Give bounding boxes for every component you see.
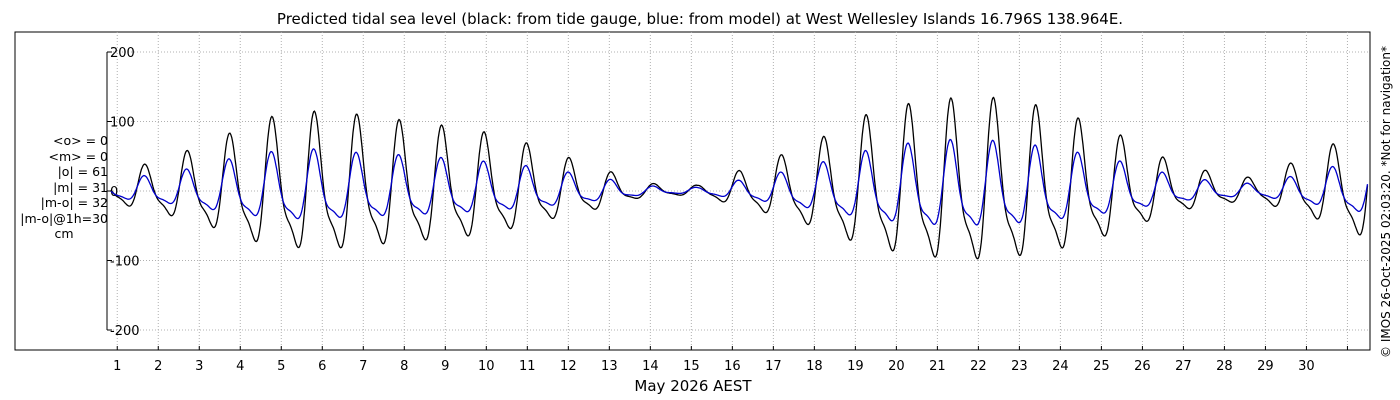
gridlines: [107, 32, 1370, 350]
copyright-text: © IMOS 26-Oct-2025 02:03:20. *Not for na…: [1379, 46, 1393, 358]
stat-abs-difference-1h: |m-o|@1h=30: [20, 210, 108, 226]
x-tick-label: 7: [359, 359, 367, 374]
y-tick-label: 100: [110, 116, 135, 131]
x-axis-label: May 2026 AEST: [634, 377, 752, 395]
stat-abs-model: |m| = 31: [53, 179, 108, 195]
x-tick-label: 14: [642, 359, 659, 374]
y-tick-label: -100: [110, 255, 140, 270]
y-tick-label: 200: [110, 46, 135, 61]
x-ticks: 1 2 3 4 5 6 7 8 9 10 11 12 13 14 15 16 17 18 19 20 21 22 23 24 2…: [113, 346, 1348, 374]
data-series: [110, 96, 1369, 260]
x-tick-label: 15: [683, 359, 700, 374]
x-tick-label: 2: [154, 359, 162, 374]
copyright-notice: © IMOS 26-Oct-2025 02:03:20. *Not for na…: [1377, 22, 1395, 382]
x-tick-label: 26: [1134, 359, 1151, 374]
x-tick-label: 17: [765, 359, 782, 374]
x-tick-label: 1: [113, 359, 121, 374]
x-tick-label: 22: [970, 359, 987, 374]
plot-frame: [14, 31, 1371, 351]
x-tick-label: 5: [277, 359, 285, 374]
x-tick-label: 18: [806, 359, 823, 374]
chart-title: Predicted tidal sea level (black: from t…: [276, 10, 1124, 28]
series-model-line: [110, 138, 1369, 226]
x-tick-label: 29: [1257, 359, 1274, 374]
y-ticks: 200 100 0 -100 -200: [107, 46, 140, 339]
x-tick-label: 30: [1298, 359, 1315, 374]
series-observed-line: [110, 96, 1369, 260]
x-tick-label: 3: [195, 359, 203, 374]
x-tick-label: 9: [441, 359, 449, 374]
stat-abs-difference: |m-o| = 32: [40, 195, 108, 210]
x-tick-label: 6: [318, 359, 326, 374]
x-tick-label: 4: [236, 359, 244, 374]
x-tick-label: 27: [1175, 359, 1192, 374]
x-tick-label: 16: [724, 359, 741, 374]
x-tick-label: 28: [1216, 359, 1233, 374]
x-tick-label: 8: [400, 359, 408, 374]
y-tick-label: 0: [110, 185, 118, 200]
x-tick-label: 24: [1052, 359, 1069, 374]
x-tick-label: 21: [929, 359, 946, 374]
y-tick-label: -200: [110, 324, 140, 339]
x-tick-label: 12: [560, 359, 577, 374]
stat-mean-observed: <o> = 0: [53, 133, 108, 148]
statistics-panel: <o> = 0 <m> = 0 |o| = 61 |m| = 31 |m-o| …: [0, 133, 108, 242]
x-tick-label: 23: [1011, 359, 1028, 374]
x-tick-label: 25: [1093, 359, 1110, 374]
stat-abs-observed: |o| = 61: [57, 164, 108, 179]
x-tick-label: 13: [601, 359, 618, 374]
stat-units: cm: [54, 226, 74, 241]
x-tick-label: 19: [847, 359, 864, 374]
x-tick-label: 11: [519, 359, 536, 374]
x-tick-label: 10: [478, 359, 495, 374]
stat-mean-model: <m> = 0: [48, 148, 109, 164]
x-tick-label: 20: [888, 359, 905, 374]
